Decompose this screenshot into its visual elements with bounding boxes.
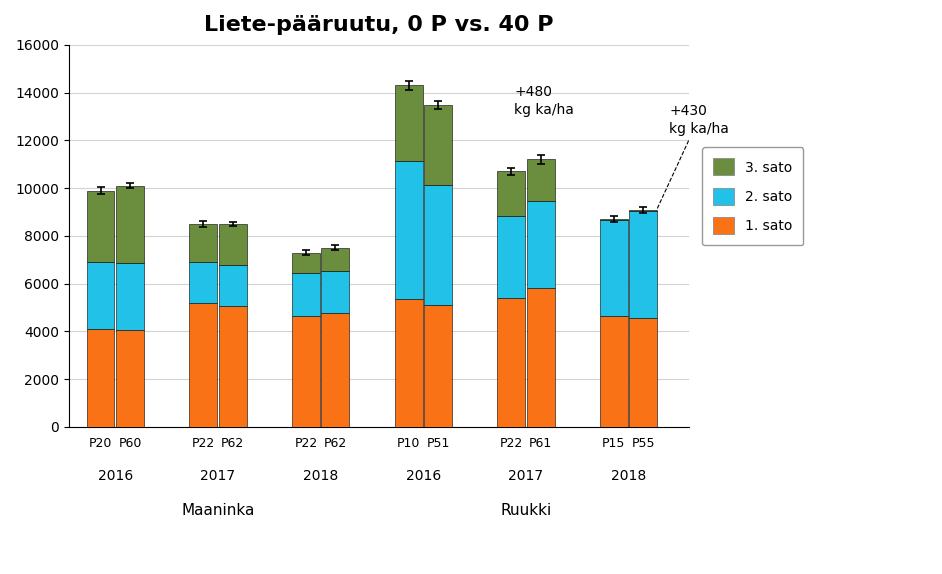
Text: 2016: 2016 [406, 469, 441, 483]
Bar [600, 220, 628, 316]
Bar [219, 307, 247, 427]
Bar [292, 253, 320, 273]
Bar [87, 262, 115, 329]
Bar [629, 211, 658, 318]
Bar [395, 299, 423, 427]
Bar [219, 224, 247, 265]
Bar [424, 305, 452, 427]
Bar [497, 298, 526, 427]
Bar [219, 265, 247, 307]
Bar [497, 172, 526, 216]
Bar [189, 224, 218, 262]
Bar [600, 219, 628, 220]
Bar [189, 262, 218, 302]
Text: 2018: 2018 [611, 469, 646, 483]
Text: 2017: 2017 [201, 469, 236, 483]
Title: Liete-pääruutu, 0 P vs. 40 P: Liete-pääruutu, 0 P vs. 40 P [204, 15, 554, 35]
Bar [116, 330, 144, 427]
Bar [321, 313, 349, 427]
Bar [116, 186, 144, 263]
Bar [527, 201, 555, 288]
Bar [395, 86, 423, 161]
Bar [424, 185, 452, 305]
Bar [189, 302, 218, 427]
Bar [629, 210, 658, 211]
Bar [116, 263, 144, 330]
Legend: 3. sato, 2. sato, 1. sato: 3. sato, 2. sato, 1. sato [702, 148, 804, 246]
Bar [527, 288, 555, 427]
Bar [321, 270, 349, 313]
Bar [87, 329, 115, 427]
Text: 2016: 2016 [98, 469, 133, 483]
Bar [424, 104, 452, 185]
Bar [497, 216, 526, 298]
Text: 2018: 2018 [303, 469, 338, 483]
Bar [87, 191, 115, 262]
Bar [395, 161, 423, 299]
Text: Maaninka: Maaninka [181, 503, 254, 518]
Bar [292, 273, 320, 316]
Bar [292, 316, 320, 427]
Text: +480
kg ka/ha: +480 kg ka/ha [514, 85, 574, 117]
Bar [321, 248, 349, 270]
Text: Ruukki: Ruukki [500, 503, 552, 518]
Text: 2017: 2017 [509, 469, 544, 483]
Bar [527, 160, 555, 201]
Bar [629, 318, 658, 427]
Text: +430
kg ka/ha: +430 kg ka/ha [669, 104, 729, 135]
Bar [600, 316, 628, 427]
